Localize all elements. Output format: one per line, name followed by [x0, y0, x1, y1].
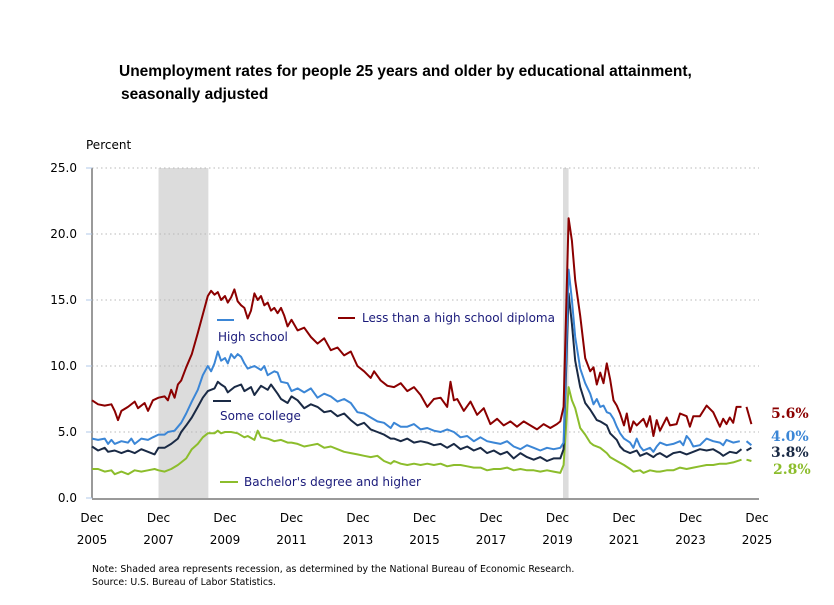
chart-title-line-1: Unemployment rates for people 25 years a…: [119, 63, 692, 80]
chart-notes: Note: Shaded area represents recession, …: [92, 563, 574, 589]
series-line-high-school: [745, 440, 753, 446]
series-line-less-than-a-high-school-diploma: [745, 406, 753, 425]
series-lines: [91, 217, 753, 476]
note-text: Note: Shaded area represents recession, …: [92, 564, 575, 575]
series-line-bachelor-s-degree-and-higher: [92, 386, 742, 476]
x-tick-month: Dec: [147, 511, 170, 525]
legend-label-bachelors: Bachelor's degree and higher: [244, 475, 421, 489]
end-label-some-college: 3.8%: [771, 445, 809, 461]
series-line-bachelor-s-degree-and-higher: [746, 458, 752, 462]
x-tick-month: Dec: [745, 511, 768, 525]
y-tick-label: 0.0: [58, 491, 77, 505]
x-tick-month: Dec: [479, 511, 502, 525]
y-tick-label: 15.0: [50, 293, 77, 307]
x-tick-year: 2009: [210, 533, 241, 547]
x-tick-month: Dec: [546, 511, 569, 525]
y-tick-label: 20.0: [50, 227, 77, 241]
end-label-bachelors: 2.8%: [773, 462, 811, 478]
end-label-high-school: 4.0%: [771, 429, 809, 445]
legend-less-than-high-school: Less than a high school diploma: [338, 311, 555, 325]
chart-title-line-2: seasonally adjusted: [121, 86, 269, 103]
grid-lines: [92, 167, 759, 433]
legend-high-school: High school: [217, 319, 288, 344]
x-tick-month: Dec: [213, 511, 236, 525]
x-tick-year: 2023: [675, 533, 706, 547]
legend-bachelors: Bachelor's degree and higher: [220, 475, 421, 489]
x-tick-year: 2007: [143, 533, 174, 547]
x-tick-year: 2005: [77, 533, 108, 547]
x-tick-year: 2017: [476, 533, 507, 547]
y-tick-label: 10.0: [50, 359, 77, 373]
x-ticks: Dec 2005 Dec 2007 Dec 2009 Dec 2011 Dec 2013 Dec 20…: [77, 511, 773, 547]
x-tick-month: Dec: [346, 511, 369, 525]
y-ticks: 0.0 5.0 10.0 15.0 20.0 25.0: [50, 161, 92, 505]
series-line-some-college: [91, 292, 743, 462]
x-tick-month: Dec: [612, 511, 635, 525]
axes: [91, 168, 759, 500]
chart-title: Unemployment rates for people 25 years a…: [119, 60, 692, 106]
x-tick-year: 2019: [542, 533, 573, 547]
end-label-less-than-high-school: 5.6%: [771, 406, 809, 422]
x-tick-year: 2015: [409, 533, 440, 547]
y-axis-label: Percent: [86, 138, 132, 152]
x-tick-year: 2021: [609, 533, 640, 547]
series-line-less-than-a-high-school-diploma: [91, 217, 742, 437]
legend-some-college: Some college: [213, 400, 301, 423]
series-line-high-school: [91, 268, 741, 453]
x-tick-month: Dec: [413, 511, 436, 525]
x-tick-year: 2011: [276, 533, 307, 547]
y-tick-label: 5.0: [58, 425, 77, 439]
legend-label-less-than-high-school: Less than a high school diploma: [362, 311, 555, 325]
x-tick-month: Dec: [280, 511, 303, 525]
x-tick-year: 2013: [343, 533, 374, 547]
x-tick-year: 2025: [742, 533, 773, 547]
series-line-some-college: [746, 446, 752, 452]
x-tick-month: Dec: [80, 511, 103, 525]
y-tick-label: 25.0: [50, 161, 77, 175]
legend-label-high-school: High school: [218, 330, 288, 344]
source-text: Source: U.S. Bureau of Labor Statistics.: [92, 577, 276, 588]
x-tick-month: Dec: [679, 511, 702, 525]
recession-band: [158, 168, 209, 498]
legend-label-some-college: Some college: [220, 409, 301, 423]
